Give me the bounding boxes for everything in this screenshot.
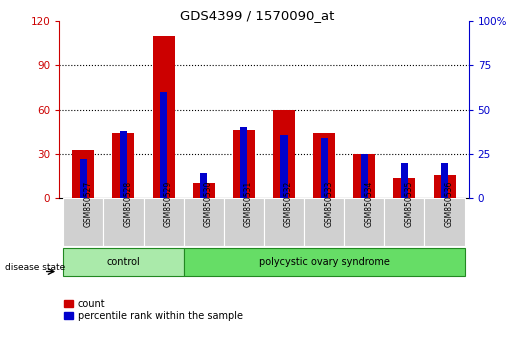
Legend: count, percentile rank within the sample: count, percentile rank within the sample xyxy=(64,299,243,321)
Text: disease state: disease state xyxy=(5,263,65,272)
Bar xyxy=(63,248,184,276)
Bar xyxy=(63,198,104,246)
Bar xyxy=(401,163,408,198)
Bar xyxy=(280,135,287,198)
Bar xyxy=(104,198,144,246)
Text: GSM850532: GSM850532 xyxy=(284,181,293,227)
Bar xyxy=(441,163,448,198)
Bar xyxy=(233,130,255,198)
Bar xyxy=(152,36,175,198)
Bar xyxy=(241,127,248,198)
Text: GDS4399 / 1570090_at: GDS4399 / 1570090_at xyxy=(180,9,335,22)
Text: control: control xyxy=(107,257,140,267)
Bar xyxy=(72,149,94,198)
Text: GSM850536: GSM850536 xyxy=(444,181,454,227)
Bar xyxy=(424,198,465,246)
Text: GSM850535: GSM850535 xyxy=(404,181,414,227)
Bar xyxy=(344,198,384,246)
Bar xyxy=(273,110,295,198)
Text: GSM850533: GSM850533 xyxy=(324,181,333,227)
Text: GSM850527: GSM850527 xyxy=(83,181,92,227)
Bar xyxy=(384,198,424,246)
Bar xyxy=(120,131,127,198)
Bar xyxy=(264,198,304,246)
Bar xyxy=(360,154,368,198)
Bar xyxy=(160,92,167,198)
Bar xyxy=(200,173,208,198)
Bar xyxy=(144,198,184,246)
Bar xyxy=(184,248,465,276)
Bar xyxy=(434,175,456,198)
Bar xyxy=(313,133,335,198)
Text: GSM850534: GSM850534 xyxy=(364,181,373,227)
Text: GSM850529: GSM850529 xyxy=(164,181,173,227)
Text: GSM850530: GSM850530 xyxy=(204,181,213,227)
Bar xyxy=(112,133,134,198)
Bar xyxy=(224,198,264,246)
Bar xyxy=(80,159,87,198)
Text: GSM850531: GSM850531 xyxy=(244,181,253,227)
Bar xyxy=(304,198,344,246)
Bar xyxy=(393,178,416,198)
Text: GSM850528: GSM850528 xyxy=(124,181,132,227)
Bar xyxy=(353,154,375,198)
Text: polycystic ovary syndrome: polycystic ovary syndrome xyxy=(259,257,389,267)
Bar xyxy=(184,198,224,246)
Bar xyxy=(320,138,328,198)
Bar xyxy=(193,183,215,198)
